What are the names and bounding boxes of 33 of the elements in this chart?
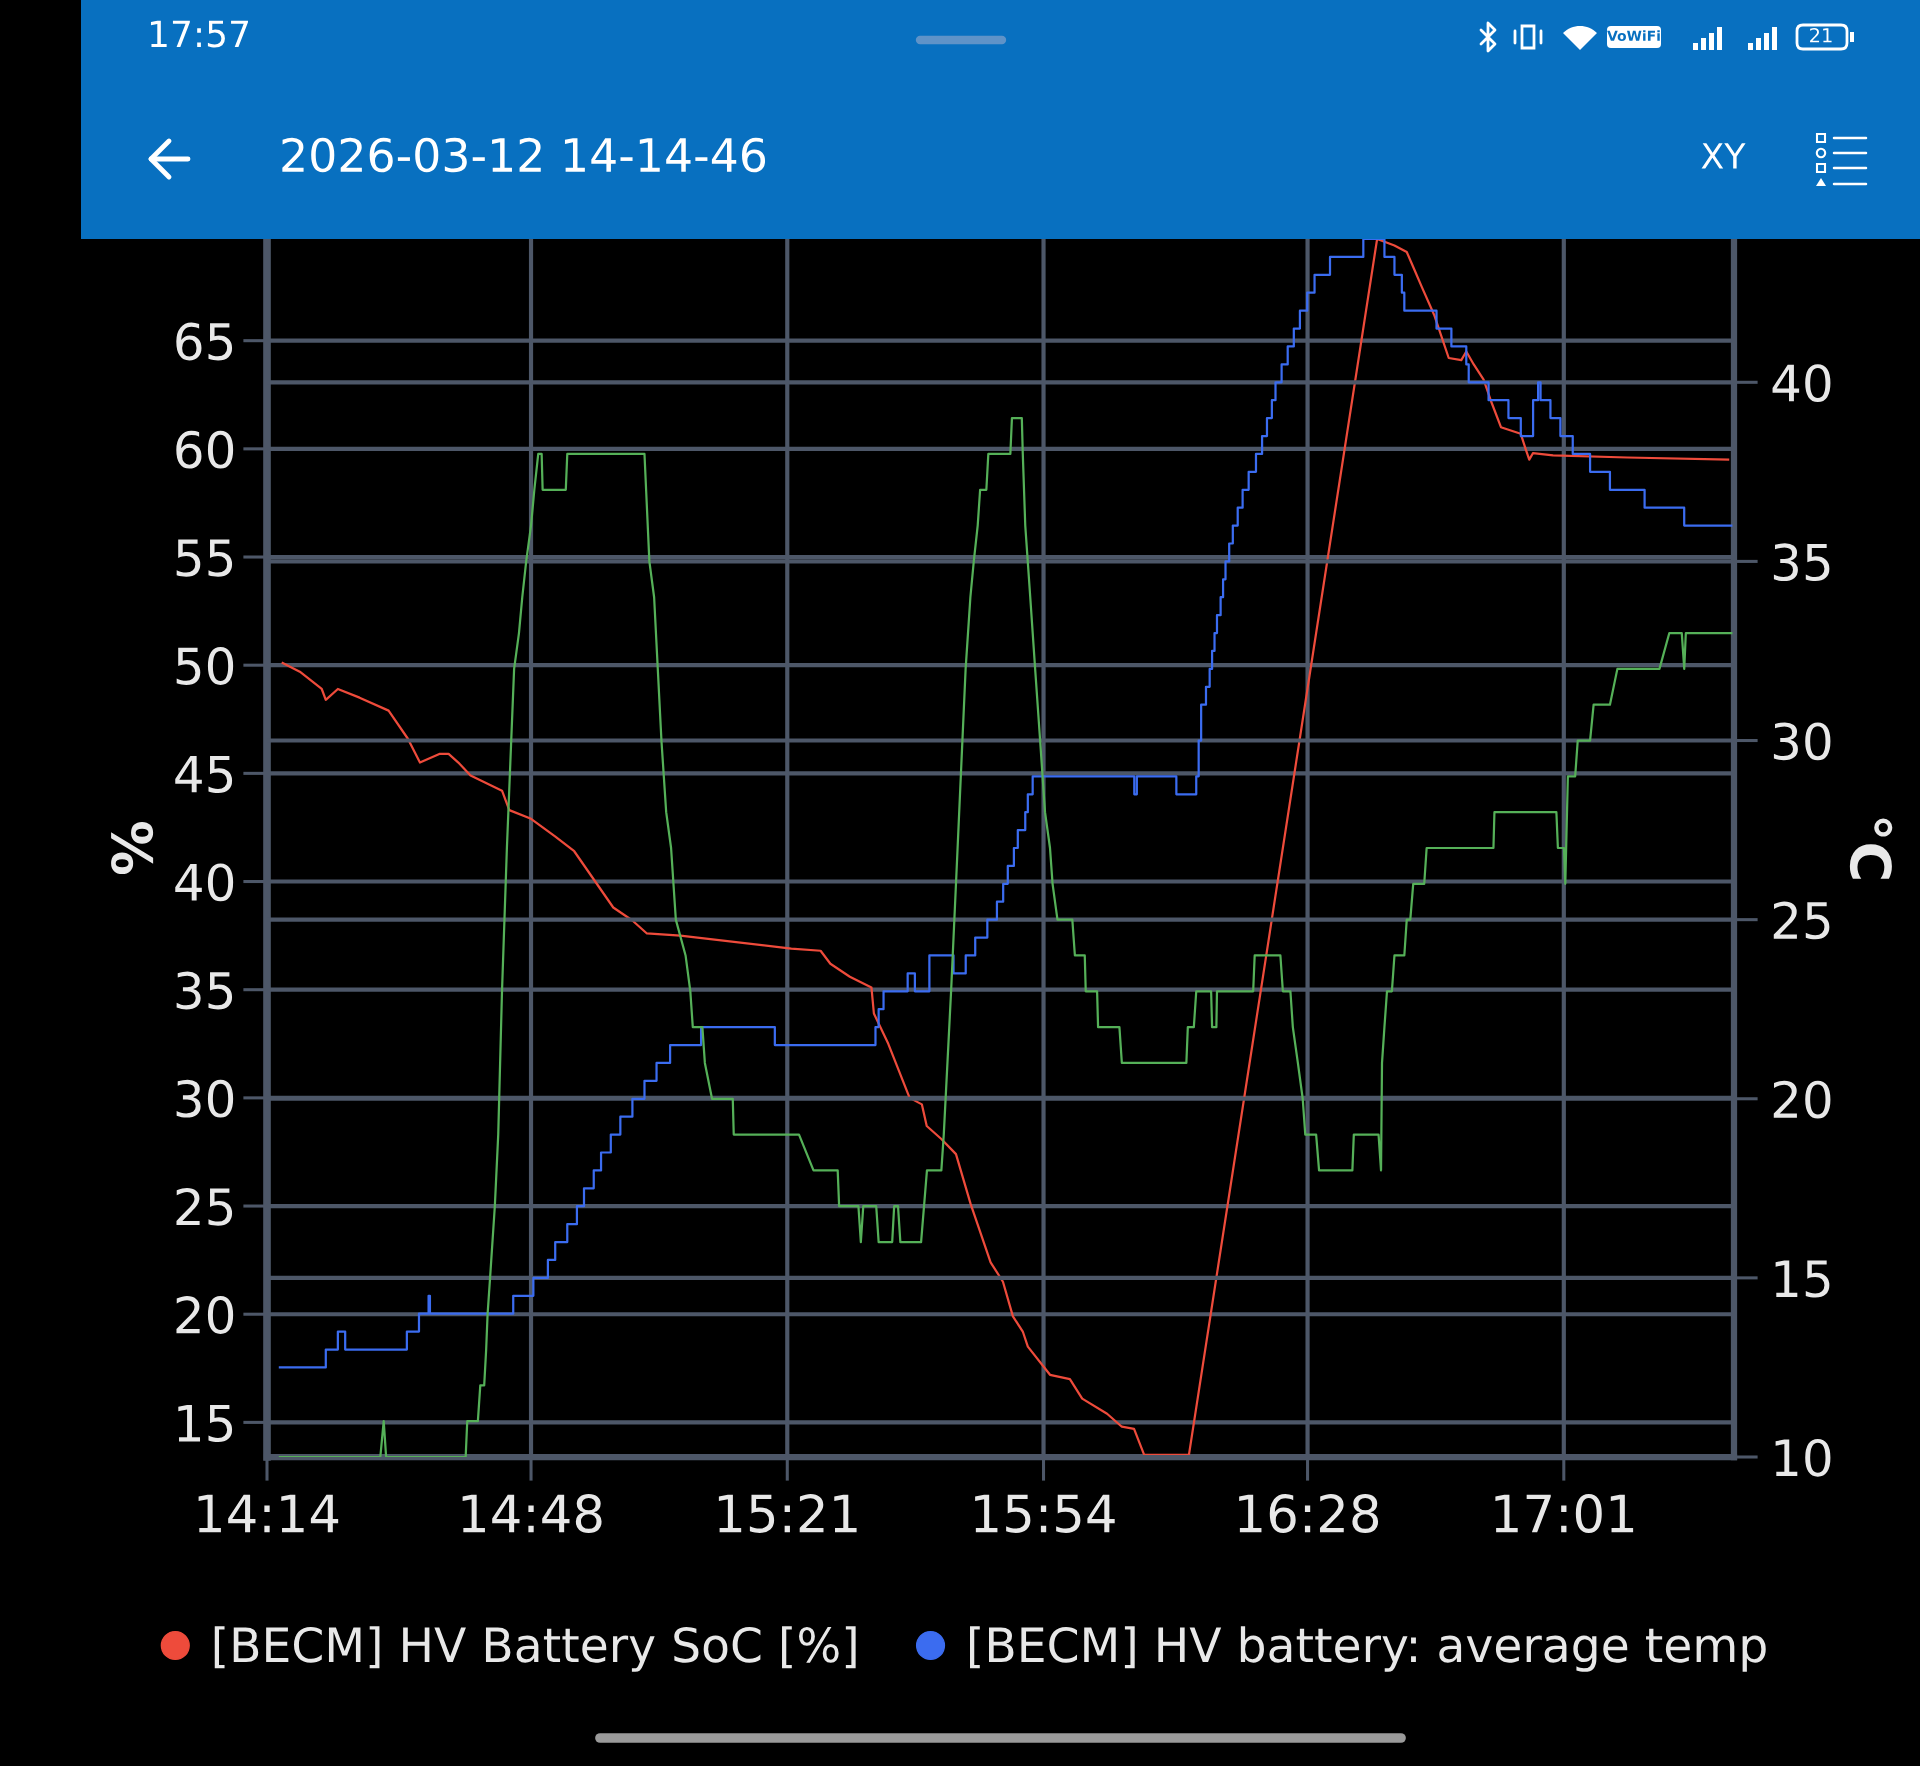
y2-tick-label: 35 — [1773, 543, 1830, 582]
y-tick-label: 55 — [176, 539, 233, 577]
y-tick-label: 45 — [175, 755, 233, 794]
y-tick-label: 20 — [176, 1296, 234, 1334]
text: XY — [1701, 143, 1746, 169]
x-tick-label: 14:14 — [198, 1494, 339, 1533]
x-tick-label: 15:54 — [975, 1494, 1115, 1533]
chart-title: 2026-03-12 14-14-46 — [282, 137, 766, 173]
y2-tick-label: 40 — [1772, 364, 1831, 402]
y2-tick-label: 30 — [1773, 722, 1831, 761]
legend-label: [BECM] HV Battery SoC [%] — [214, 1626, 856, 1672]
y-tick-label: 40 — [175, 863, 234, 902]
y2-tick-label: 15 — [1775, 1260, 1830, 1298]
text: 21 — [1810, 27, 1832, 43]
legend-label: [BECM] HV battery: average temp — [970, 1626, 1766, 1672]
x-tick-label: 16:28 — [1239, 1494, 1379, 1533]
y-tick-label: 65 — [176, 322, 233, 361]
x-tick-label: 15:21 — [718, 1494, 857, 1533]
y2-axis-title: °C — [1849, 818, 1893, 879]
x-tick-label: 17:01 — [1495, 1494, 1634, 1533]
y-tick-label: 25 — [176, 1187, 233, 1226]
y2-tick-label: 25 — [1773, 901, 1830, 940]
y-axis-title: % — [111, 821, 154, 875]
y-tick-label: 60 — [176, 430, 234, 469]
text: VoWiFi — [1607, 30, 1660, 42]
y2-tick-label: 20 — [1773, 1080, 1831, 1119]
y-tick-label: 30 — [176, 1079, 234, 1118]
y2-tick-label: 10 — [1775, 1438, 1831, 1477]
y-tick-label: 50 — [176, 647, 234, 685]
x-tick-label: 14:48 — [462, 1494, 602, 1533]
y-tick-label: 15 — [178, 1404, 233, 1443]
text: 17:57 — [150, 20, 248, 48]
y-tick-label: 35 — [176, 971, 233, 1010]
